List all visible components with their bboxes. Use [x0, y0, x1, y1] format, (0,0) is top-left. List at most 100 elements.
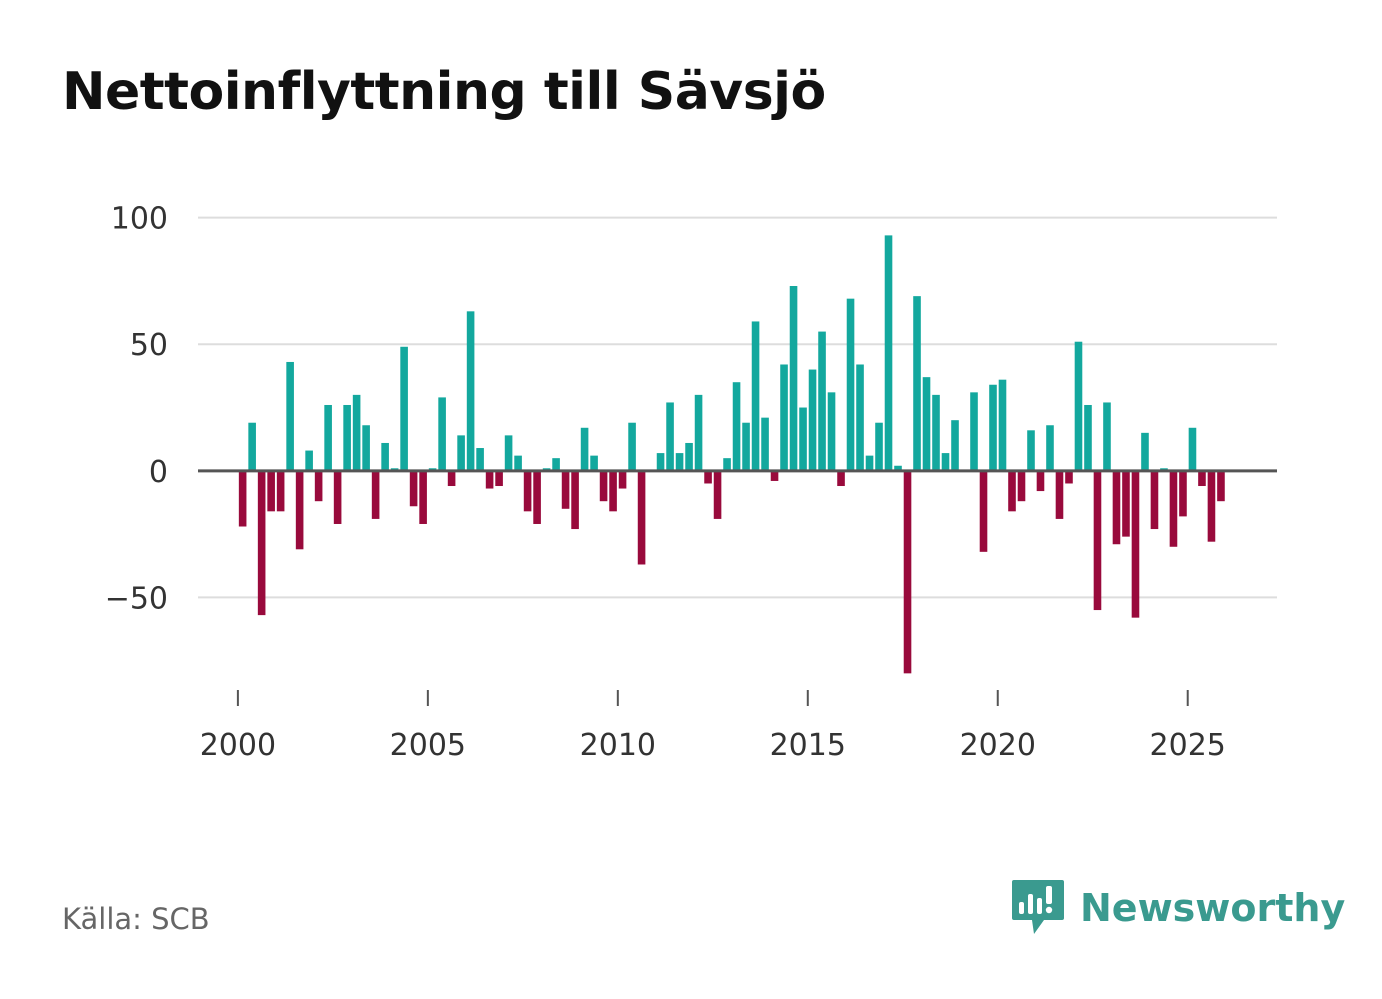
bar [257, 470, 266, 616]
bar [1074, 341, 1083, 471]
bar [400, 346, 408, 471]
x-tick-label: 2000 [200, 728, 276, 763]
bar [780, 364, 788, 471]
x-tick-label: 2010 [580, 728, 656, 763]
newsworthy-logo-icon [1012, 880, 1064, 934]
bar [856, 364, 864, 471]
bar [609, 470, 617, 512]
x-tick-label: 2005 [390, 728, 466, 763]
bar [751, 321, 760, 471]
bar [457, 435, 465, 471]
source-label: Källa: SCB [62, 902, 210, 936]
bar [267, 470, 275, 512]
bar [1131, 470, 1140, 618]
bar [932, 394, 940, 471]
bar [362, 425, 370, 471]
bar [922, 377, 931, 471]
bar [685, 442, 693, 471]
bar [1179, 470, 1187, 517]
bar [305, 450, 313, 471]
bar [409, 470, 418, 507]
bar [1198, 470, 1206, 487]
y-tick-label: 0 [149, 455, 168, 490]
bar [1188, 427, 1197, 471]
bar [894, 465, 902, 471]
bar [837, 470, 845, 487]
bar [438, 397, 446, 471]
bar [495, 470, 503, 487]
bar [514, 455, 522, 471]
bar [941, 453, 950, 471]
bar [808, 369, 817, 471]
x-tick-label: 2020 [960, 728, 1036, 763]
x-tick-label: 2015 [770, 728, 846, 763]
bar [713, 470, 722, 519]
bar [466, 311, 475, 471]
bar [951, 420, 959, 471]
bar [1093, 470, 1102, 611]
bar [989, 384, 997, 471]
bar [523, 470, 532, 512]
bar [381, 442, 389, 471]
bar [827, 392, 836, 471]
bar [248, 422, 256, 471]
bar [865, 455, 874, 471]
bar [1046, 425, 1054, 471]
bar [447, 470, 456, 487]
bar [590, 455, 598, 471]
bar [1027, 430, 1035, 471]
bar [1065, 470, 1073, 484]
bar [770, 470, 779, 481]
bar [1055, 470, 1064, 519]
bar [1150, 470, 1159, 530]
bar [732, 382, 741, 471]
bar [561, 470, 570, 509]
bar [1112, 470, 1121, 545]
bar [1169, 470, 1178, 547]
bar [998, 379, 1007, 471]
bar [675, 453, 684, 471]
bar [1217, 470, 1225, 502]
bar [1207, 470, 1216, 542]
bar [637, 470, 646, 565]
bar [789, 286, 798, 471]
x-tick-label: 2025 [1150, 728, 1226, 763]
bar [571, 470, 579, 530]
bar [1122, 470, 1130, 537]
bar [580, 427, 589, 471]
bar [552, 458, 560, 471]
tick-labels: −50 0 50 100 2000 2005 2010 2015 2020 2025 [105, 202, 1226, 763]
bar [343, 404, 351, 471]
bar [238, 470, 247, 527]
bar [884, 235, 893, 471]
bar [371, 470, 380, 519]
y-tick-label: −50 [105, 581, 168, 616]
bar [295, 470, 304, 550]
bar [533, 470, 541, 524]
bar [276, 470, 285, 512]
brand-name: Newsworthy [1080, 886, 1346, 930]
bar [504, 435, 513, 471]
bar [599, 470, 608, 502]
chart-title: Nettoinflyttning till Sävsjö [62, 62, 826, 122]
bar [799, 407, 807, 471]
bar [314, 470, 323, 502]
bar [352, 394, 361, 471]
bar [1008, 470, 1016, 512]
bar [476, 448, 484, 471]
bar [704, 470, 712, 484]
axes [198, 469, 1277, 706]
bar [1036, 470, 1045, 492]
bar [694, 394, 703, 471]
bar [666, 402, 674, 471]
y-tick-label: 100 [111, 202, 168, 237]
bar [419, 470, 427, 524]
bar [1141, 432, 1149, 471]
bar [970, 392, 978, 471]
bars [238, 235, 1225, 674]
bar [742, 422, 750, 471]
bar [618, 470, 627, 489]
bar [723, 458, 731, 471]
bar [875, 422, 883, 471]
